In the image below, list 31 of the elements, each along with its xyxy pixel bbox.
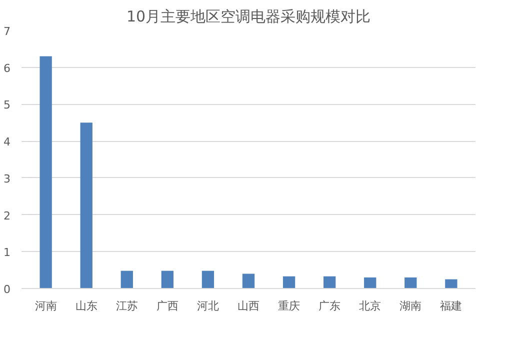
y-tick-label: 1 [4, 246, 10, 260]
x-tick-label: 山西 [238, 300, 260, 312]
y-tick-label: 0 [4, 283, 10, 296]
bar [120, 270, 133, 288]
x-tick-label: 福建 [440, 300, 462, 312]
bar [282, 276, 296, 288]
y-tick-label: 4 [4, 136, 10, 149]
y-tick-label: 5 [4, 98, 10, 112]
bar [161, 270, 174, 288]
x-tick-label: 河北 [196, 300, 219, 312]
bar [80, 122, 92, 288]
bar [445, 279, 458, 288]
y-tick-label: 6 [4, 62, 10, 75]
x-tick-label: 广东 [318, 300, 341, 312]
bar [323, 276, 336, 288]
bar [404, 277, 417, 288]
x-tick-label: 湖南 [400, 300, 422, 312]
y-tick-label: 3 [4, 172, 10, 186]
bar [40, 56, 52, 288]
x-tick-label: 山东 [75, 300, 98, 312]
x-tick-label: 北京 [359, 300, 382, 312]
bar [202, 270, 214, 288]
x-tick-label: 广西 [156, 300, 178, 312]
x-tick-label: 河南 [34, 300, 57, 312]
chart-title: 10月主要地区空调电器采购规模对比 [126, 8, 371, 26]
y-tick-label: 2 [4, 209, 10, 222]
x-tick-label: 重庆 [278, 300, 300, 312]
bar [364, 277, 376, 288]
bar [242, 274, 255, 288]
x-tick-label: 江苏 [116, 300, 138, 312]
y-tick-label: 7 [4, 25, 10, 38]
